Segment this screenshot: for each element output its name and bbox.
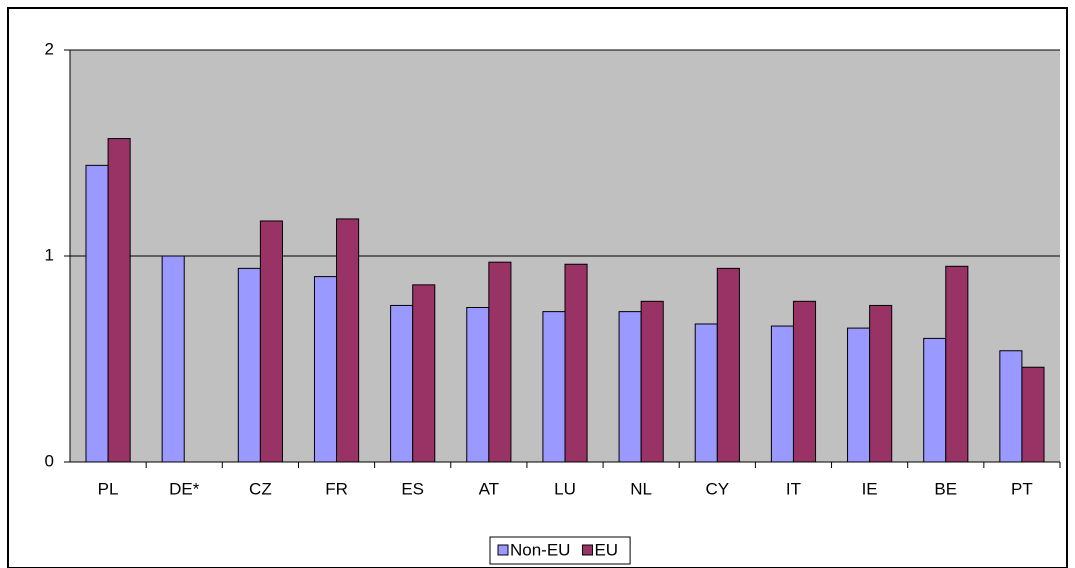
bar (107, 138, 131, 463)
bar (85, 164, 109, 463)
bar (336, 218, 360, 463)
x-tick-label: CZ (249, 479, 272, 498)
x-tick-label: DE* (169, 479, 200, 498)
bar (694, 323, 718, 463)
bar (618, 311, 642, 463)
bar (792, 300, 817, 463)
legend-label: EU (594, 540, 618, 559)
bar (716, 267, 740, 463)
y-tick-label: 0 (45, 451, 54, 470)
x-tick-label: FR (325, 479, 348, 498)
bar (390, 304, 414, 463)
y-tick-label: 1 (45, 245, 54, 264)
legend-box (489, 536, 631, 565)
x-tick-label: NL (630, 479, 652, 498)
x-tick-label: PL (98, 479, 119, 498)
bar (945, 265, 969, 463)
bar (564, 263, 588, 463)
bar (542, 311, 566, 463)
bar (923, 337, 947, 463)
bar (412, 284, 436, 463)
bar (313, 276, 338, 463)
legend-swatch (497, 544, 509, 556)
x-tick-label: LU (554, 479, 576, 498)
bar (161, 255, 185, 463)
legend-label: Non-EU (510, 540, 570, 559)
x-tick-label: CY (705, 479, 729, 498)
x-tick-label: IT (786, 479, 801, 498)
bar (999, 350, 1023, 463)
x-tick-label: BE (934, 479, 957, 498)
bar (237, 267, 261, 463)
bar (869, 304, 893, 463)
legend-swatch (581, 544, 593, 556)
x-tick-label: IE (862, 479, 878, 498)
x-tick-label: PT (1011, 479, 1033, 498)
bar (466, 307, 490, 463)
bar (1021, 366, 1045, 463)
bar (640, 300, 664, 463)
bar (259, 220, 283, 463)
bar (770, 325, 794, 463)
y-tick-label: 2 (45, 39, 54, 58)
bar (488, 261, 512, 463)
x-tick-label: ES (401, 479, 424, 498)
x-tick-label: AT (479, 479, 499, 498)
bar (847, 327, 871, 463)
